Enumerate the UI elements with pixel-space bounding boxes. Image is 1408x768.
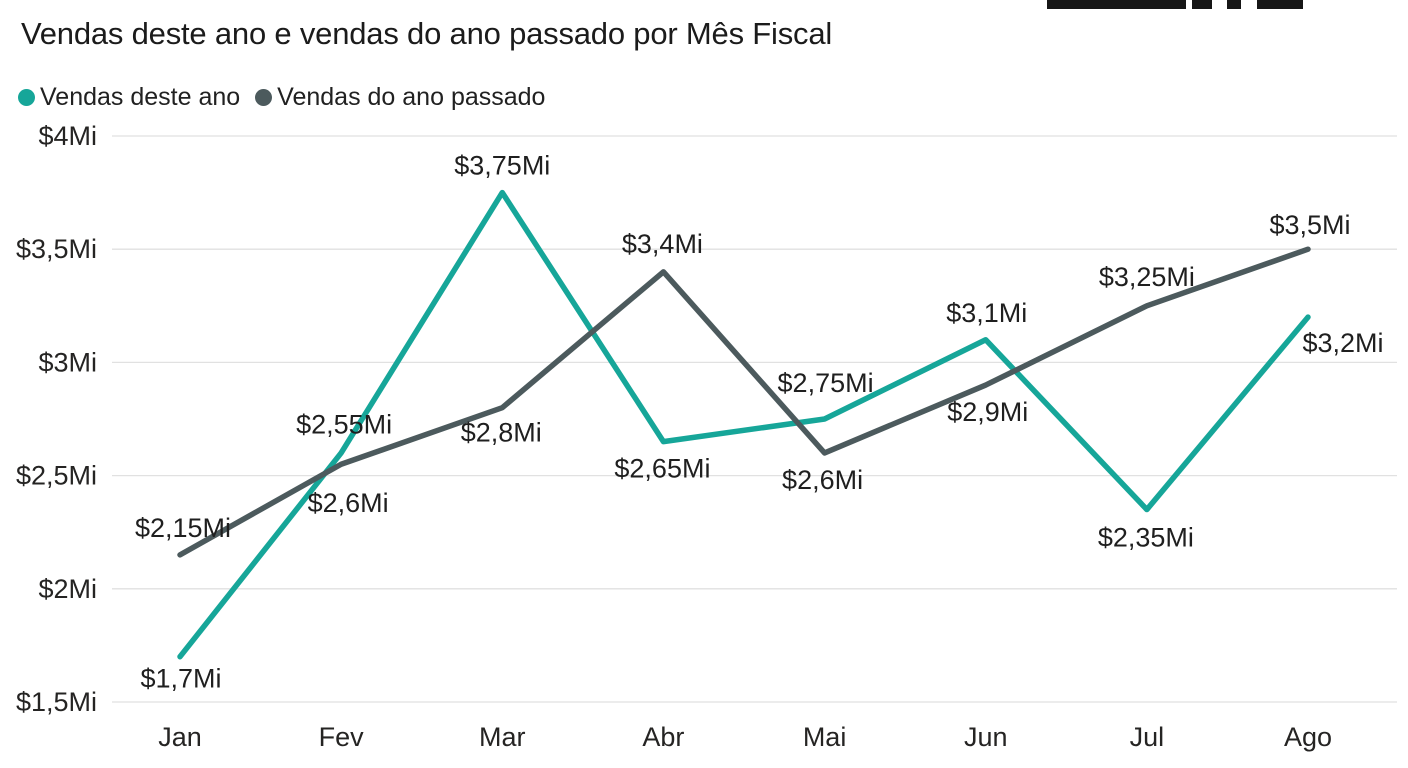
x-axis-label: Fev (319, 722, 365, 752)
x-axis-label: Ago (1284, 722, 1332, 752)
y-axis-tick-label: $4Mi (38, 121, 97, 151)
data-label: $2,35Mi (1098, 523, 1194, 553)
legend-dot-icon (255, 89, 273, 106)
chart-title: Vendas deste ano e vendas do ano passado… (21, 16, 833, 51)
legend-label: Vendas deste ano (40, 83, 241, 111)
x-axis-label: Jun (964, 722, 1008, 752)
x-axis-label: Mar (479, 722, 526, 752)
series-line[interactable] (177, 246, 1311, 558)
data-label: $3,2Mi (1302, 328, 1383, 358)
legend-item-vendas-deste-ano[interactable]: Vendas deste ano (18, 83, 240, 112)
y-axis-tick-label: $1,5Mi (16, 687, 97, 717)
cropped-toolbar-fragment (1047, 0, 1303, 9)
data-label: $2,55Mi (296, 409, 392, 439)
y-axis-tick-label: $2Mi (38, 574, 97, 604)
legend-dot-icon (18, 89, 35, 106)
data-label: $2,8Mi (461, 418, 542, 448)
data-label: $2,15Mi (135, 513, 231, 543)
data-label: $2,6Mi (308, 488, 389, 518)
x-axis-label: Jul (1130, 722, 1165, 752)
data-label: $2,75Mi (778, 368, 874, 398)
data-label: $3,75Mi (454, 151, 550, 181)
x-axis-label: Jan (158, 722, 202, 752)
data-label: $2,9Mi (947, 397, 1028, 427)
data-label: $2,6Mi (782, 465, 863, 495)
data-label: $3,25Mi (1099, 262, 1195, 292)
series-line[interactable] (177, 189, 1311, 660)
y-axis-tick-label: $3,5Mi (16, 234, 97, 264)
data-label: $3,5Mi (1269, 210, 1350, 240)
chart-legend: Vendas deste ano Vendas do ano passado (18, 83, 545, 112)
data-label: $3,1Mi (946, 298, 1027, 328)
data-label: $2,65Mi (614, 454, 710, 484)
data-label: $1,7Mi (140, 664, 221, 694)
data-label: $3,4Mi (622, 229, 703, 259)
y-axis-tick-label: $3Mi (38, 347, 97, 377)
x-axis-label: Abr (642, 722, 684, 752)
legend-item-vendas-do-ano-passado[interactable]: Vendas do ano passado (255, 83, 545, 112)
y-axis-tick-label: $2,5Mi (16, 461, 97, 491)
x-axis-label: Mai (803, 722, 847, 752)
legend-label: Vendas do ano passado (277, 83, 546, 111)
